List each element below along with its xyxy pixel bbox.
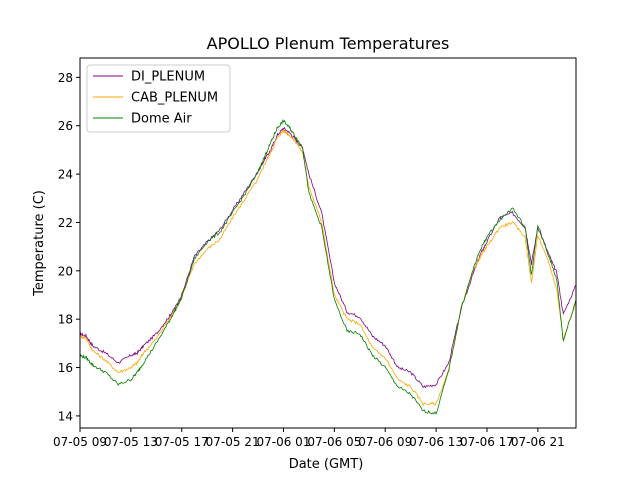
- legend: DI_PLENUM CAB_PLENUM Dome Air: [86, 64, 231, 133]
- y-axis: 14 16 18 20 22 24 26 28: [58, 71, 80, 423]
- x-tick-label: 07-06 05: [307, 435, 361, 449]
- x-tick-label: 07-05 13: [104, 435, 158, 449]
- y-tick-label: 14: [58, 409, 73, 423]
- x-tick-label: 07-06 21: [511, 435, 565, 449]
- legend-label: Dome Air: [131, 112, 192, 127]
- x-tick-label: 07-05 09: [53, 435, 107, 449]
- x-tick-label: 07-06 09: [358, 435, 412, 449]
- series-line-cab-plenum: [80, 128, 576, 407]
- y-tick-label: 24: [58, 168, 73, 182]
- series-layer: [80, 119, 576, 415]
- y-axis-label: Temperature (C): [32, 190, 47, 297]
- legend-label: DI_PLENUM: [131, 70, 205, 85]
- x-tick-label: 07-05 21: [206, 435, 260, 449]
- y-tick-label: 26: [58, 119, 73, 133]
- x-tick-label: 07-06 13: [409, 435, 463, 449]
- x-tick-label: 07-06 17: [460, 435, 514, 449]
- legend-box: [86, 64, 231, 133]
- y-tick-label: 20: [58, 264, 73, 278]
- legend-label: CAB_PLENUM: [131, 91, 218, 106]
- y-tick-label: 18: [58, 313, 73, 327]
- y-tick-label: 28: [58, 71, 73, 85]
- x-tick-label: 07-05 17: [155, 435, 209, 449]
- y-tick-label: 22: [58, 216, 73, 230]
- plot-area-frame: [79, 57, 577, 429]
- series-line-dome-air: [80, 119, 576, 415]
- chart-title: APOLLO Plenum Temperatures: [207, 34, 450, 53]
- x-tick-label: 07-06 01: [257, 435, 311, 449]
- x-axis-label: Date (GMT): [289, 457, 364, 472]
- y-tick-label: 16: [58, 361, 73, 375]
